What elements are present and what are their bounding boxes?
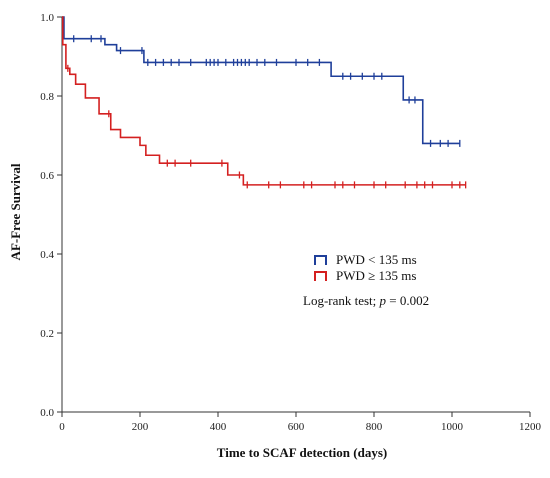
x-tick-label: 0 [59, 421, 65, 433]
legend-label-pwd-high: PWD ≥ 135 ms [336, 268, 416, 283]
x-tick-label: 800 [366, 421, 383, 433]
y-tick-label: 0.0 [40, 407, 54, 419]
x-tick-label: 200 [132, 421, 149, 433]
y-tick-label: 0.4 [40, 249, 54, 261]
x-axis-title: Time to SCAF detection (days) [217, 445, 387, 460]
x-tick-label: 600 [288, 421, 305, 433]
legend-swatch-pwd-low [314, 255, 327, 265]
legend-item-pwd-low: PWD < 135 ms [314, 252, 417, 267]
log-rank-annotation: Log-rank test; p = 0.002 [303, 293, 429, 308]
survival-curve-pwd-low [62, 16, 460, 145]
x-axis: 0 200 400 600 800 1000 1200 [59, 411, 542, 433]
y-axis: 0.0 0.2 0.4 0.6 0.8 1.0 [40, 12, 63, 419]
y-tick-label: 0.8 [40, 91, 54, 103]
survival-curves [61, 16, 467, 189]
y-tick-label: 0.6 [40, 170, 54, 182]
legend-label-pwd-low: PWD < 135 ms [336, 252, 417, 267]
x-tick-label: 400 [210, 421, 227, 433]
x-tick-label: 1000 [441, 421, 464, 433]
legend: PWD < 135 ms PWD ≥ 135 ms [314, 252, 417, 283]
y-axis-title: AF-Free Survival [8, 163, 23, 260]
y-tick-label: 1.0 [40, 12, 54, 24]
legend-item-pwd-high: PWD ≥ 135 ms [314, 268, 416, 283]
x-tick-label: 1200 [519, 421, 542, 433]
survival-curve-pwd-high [61, 16, 466, 186]
y-tick-label: 0.2 [40, 328, 54, 340]
legend-swatch-pwd-high [314, 271, 327, 281]
